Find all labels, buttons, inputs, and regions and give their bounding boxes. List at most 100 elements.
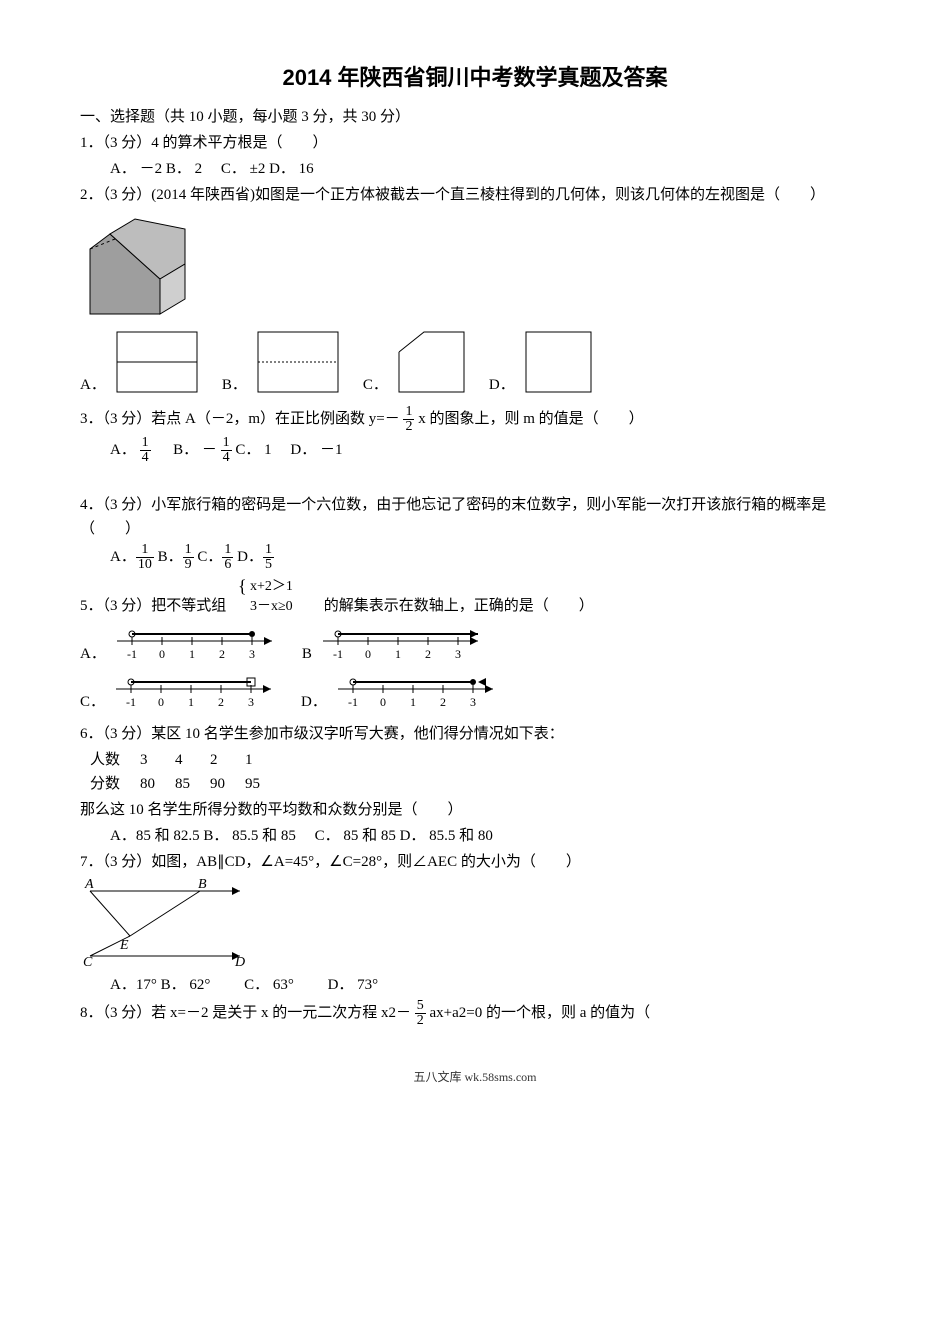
cell: 3 <box>130 748 165 772</box>
q8-pre: 8．（3 分）若 x=－2 是关于 x 的一元二次方程 x2－ <box>80 1005 411 1021</box>
option-label: B． <box>222 373 247 397</box>
q6-stem: 6．（3 分）某区 10 名学生参加市级汉字听写大赛，他们得分情况如下表： <box>80 722 870 746</box>
frac-num: 1 <box>221 436 232 451</box>
q6-options: A．85 和 82.5 B． 85.5 和 85 C． 85 和 85 D． 8… <box>80 824 870 848</box>
opt-a-label: A． <box>110 442 136 458</box>
numberline-b: -1 0 1 2 3 <box>318 626 488 666</box>
svg-text:-1: -1 <box>333 647 343 661</box>
q2-options-row: A． B． C． D． <box>80 327 870 397</box>
q7-figure: A B C D E <box>80 876 870 971</box>
q7-stem: 7．（3 分）如图，AB∥CD，∠A=45°，∠C=28°，则∠AEC 的大小为… <box>80 850 870 874</box>
cell: 2 <box>200 748 235 772</box>
q2-solid-figure <box>80 209 870 319</box>
fraction: 19 <box>183 543 194 572</box>
q3-stem: 3．（3 分）若点 A（－2，m）在正比例函数 y=－ 1 2 x 的图象上，则… <box>80 405 870 434</box>
q8-post: ax+a2=0 的一个根，则 a 的值为（ <box>429 1005 650 1021</box>
svg-text:{: { <box>238 576 247 596</box>
table-row: 人数 3 4 2 1 <box>80 748 270 772</box>
q1-options: A． －2 B． 2 C． ±2 D． 16 <box>80 157 870 181</box>
q5-option-b: B -1 0 1 2 3 <box>302 626 488 666</box>
fraction: 1 4 <box>140 436 151 465</box>
svg-text:A: A <box>84 877 94 892</box>
frac-num: 1 <box>222 543 233 558</box>
svg-text:3: 3 <box>248 695 254 709</box>
q7-options: A．17° B． 62° C． 63° D． 73° <box>80 973 870 997</box>
frac-num: 1 <box>403 405 414 420</box>
svg-text:-1: -1 <box>127 647 137 661</box>
svg-text:-1: -1 <box>348 695 358 709</box>
row-label: 分数 <box>80 772 130 796</box>
cell: 95 <box>235 772 270 796</box>
q5-option-a: A． -1 0 1 2 3 <box>80 626 282 666</box>
frac-num: 1 <box>136 543 154 558</box>
page-title: 2014 年陕西省铜川中考数学真题及答案 <box>80 60 870 95</box>
section-heading: 一、选择题（共 10 小题，每小题 3 分，共 30 分） <box>80 105 870 129</box>
q1-stem: 1．（3 分）4 的算术平方根是（ ） <box>80 131 870 155</box>
svg-text:3: 3 <box>249 647 255 661</box>
q2-option-c: C． <box>363 327 469 397</box>
option-label: C． <box>363 373 388 397</box>
q2-option-d: D． <box>489 327 596 397</box>
frac-den: 10 <box>136 558 154 572</box>
option-d-figure <box>521 327 596 397</box>
fraction: 1 4 <box>221 436 232 465</box>
q5-post: 的解集表示在数轴上，正确的是（ ） <box>324 598 594 614</box>
option-c-figure <box>394 327 469 397</box>
fraction: 5 2 <box>415 999 426 1028</box>
q5-options-row1: A． -1 0 1 2 3 B -1 0 1 2 <box>80 626 870 666</box>
svg-text:2: 2 <box>440 695 446 709</box>
row-label: 人数 <box>80 748 130 772</box>
svg-text:2: 2 <box>218 695 224 709</box>
frac-num: 1 <box>183 543 194 558</box>
svg-text:1: 1 <box>188 695 194 709</box>
cell: 90 <box>200 772 235 796</box>
q4-stem: 4．（3 分）小军旅行箱的密码是一个六位数，由于他忘记了密码的末位数字，则小军能… <box>80 493 870 541</box>
q4-options: A．110 B．19 C．16 D．15 <box>80 543 870 572</box>
page-footer: 五八文库 wk.58sms.com <box>80 1068 870 1087</box>
svg-text:1: 1 <box>395 647 401 661</box>
frac-num: 5 <box>415 999 426 1014</box>
q5-stem: 5．（3 分）把不等式组 { x+2＞1 3－x≥0 的解集表示在数轴上，正确的… <box>80 574 870 618</box>
svg-text:2: 2 <box>219 647 225 661</box>
option-label: D． <box>301 690 327 714</box>
numberline-a: -1 0 1 2 3 <box>112 626 282 666</box>
q5-option-c: C． -1 0 1 2 3 <box>80 674 281 714</box>
table-row: 分数 80 85 90 95 <box>80 772 270 796</box>
option-label: A． <box>80 642 106 666</box>
option-a-figure <box>112 327 202 397</box>
fraction: 110 <box>136 543 154 572</box>
option-label: B <box>302 642 312 666</box>
svg-text:0: 0 <box>365 647 371 661</box>
svg-text:3: 3 <box>470 695 476 709</box>
inequality-system: { x+2＞1 3－x≥0 <box>230 574 320 618</box>
sys-bot: 3－x≥0 <box>250 599 293 614</box>
q5-pre: 5．（3 分）把不等式组 <box>80 598 226 614</box>
cell: 4 <box>165 748 200 772</box>
numberline-d: -1 0 1 2 3 <box>333 674 503 714</box>
frac-den: 6 <box>222 558 233 572</box>
cell: 1 <box>235 748 270 772</box>
q2-option-b: B． <box>222 327 343 397</box>
q3-pre: 3．（3 分）若点 A（－2，m）在正比例函数 y=－ <box>80 411 400 427</box>
opt-b-label: B． － <box>154 442 217 458</box>
svg-text:C: C <box>83 955 93 970</box>
q6-ask: 那么这 10 名学生所得分数的平均数和众数分别是（ ） <box>80 798 870 822</box>
fraction: 1 2 <box>403 405 414 434</box>
q2-stem: 2．（3 分）(2014 年陕西省)如图是一个正方体被截去一个直三棱柱得到的几何… <box>80 183 870 207</box>
frac-den: 5 <box>263 558 274 572</box>
frac-num: 1 <box>263 543 274 558</box>
frac-den: 4 <box>140 451 151 465</box>
q5-options-row2: C． -1 0 1 2 3 D． -1 0 1 2 <box>80 674 870 714</box>
q5-option-d: D． -1 0 1 2 3 <box>301 674 503 714</box>
svg-text:1: 1 <box>410 695 416 709</box>
svg-text:0: 0 <box>380 695 386 709</box>
svg-text:2: 2 <box>425 647 431 661</box>
frac-den: 2 <box>403 420 414 434</box>
numberline-c: -1 0 1 2 3 <box>111 674 281 714</box>
svg-text:B: B <box>198 877 207 892</box>
frac-den: 9 <box>183 558 194 572</box>
q3-options: A． 1 4 B． － 1 4 C． 1 D． －1 <box>80 436 870 465</box>
svg-text:3: 3 <box>455 647 461 661</box>
option-b-figure <box>253 327 343 397</box>
svg-text:0: 0 <box>159 647 165 661</box>
